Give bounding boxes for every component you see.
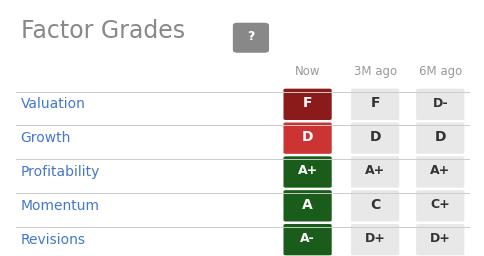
Text: ?: ? (247, 30, 254, 43)
FancyBboxPatch shape (283, 224, 331, 255)
Text: Growth: Growth (21, 131, 71, 145)
Text: C+: C+ (429, 198, 449, 211)
Text: Profitability: Profitability (21, 165, 100, 179)
Text: Now: Now (294, 65, 320, 78)
Text: Valuation: Valuation (21, 97, 85, 111)
FancyBboxPatch shape (350, 190, 398, 221)
Text: D-: D- (432, 97, 447, 110)
Text: D: D (301, 130, 313, 144)
Text: 6M ago: 6M ago (418, 65, 461, 78)
FancyBboxPatch shape (350, 123, 398, 154)
Text: A+: A+ (429, 164, 450, 177)
Text: A-: A- (300, 232, 314, 245)
FancyBboxPatch shape (283, 156, 331, 188)
Text: 3M ago: 3M ago (353, 65, 396, 78)
Text: A+: A+ (364, 164, 384, 177)
FancyBboxPatch shape (415, 224, 463, 255)
Text: Revisions: Revisions (21, 233, 86, 247)
Text: D: D (369, 130, 380, 144)
FancyBboxPatch shape (350, 224, 398, 255)
FancyBboxPatch shape (283, 89, 331, 120)
FancyBboxPatch shape (415, 156, 463, 188)
Text: Factor Grades: Factor Grades (21, 19, 184, 43)
FancyBboxPatch shape (415, 123, 463, 154)
Text: D+: D+ (429, 232, 450, 245)
Text: F: F (302, 96, 312, 110)
Text: A: A (302, 198, 312, 211)
FancyBboxPatch shape (415, 89, 463, 120)
FancyBboxPatch shape (283, 190, 331, 221)
FancyBboxPatch shape (415, 190, 463, 221)
FancyBboxPatch shape (350, 89, 398, 120)
Text: Momentum: Momentum (21, 199, 100, 213)
Text: F: F (370, 96, 379, 110)
Text: D: D (434, 130, 445, 144)
Text: A+: A+ (297, 164, 317, 177)
FancyBboxPatch shape (283, 123, 331, 154)
FancyBboxPatch shape (232, 23, 269, 53)
Text: C: C (369, 198, 379, 211)
Text: D+: D+ (364, 232, 385, 245)
FancyBboxPatch shape (350, 156, 398, 188)
